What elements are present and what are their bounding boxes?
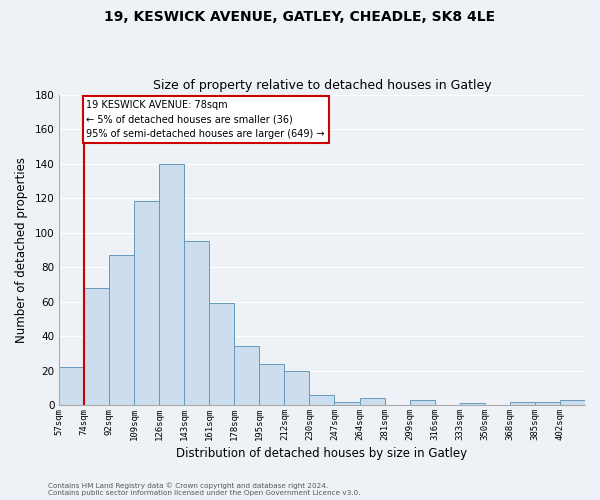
Bar: [359, 398, 385, 405]
Title: Size of property relative to detached houses in Gatley: Size of property relative to detached ho…: [152, 79, 491, 92]
X-axis label: Distribution of detached houses by size in Gatley: Distribution of detached houses by size …: [176, 447, 467, 460]
Bar: [510, 402, 535, 405]
Bar: [134, 202, 159, 405]
Bar: [410, 400, 434, 405]
Bar: [259, 364, 284, 405]
Bar: [535, 402, 560, 405]
Bar: [284, 370, 310, 405]
Text: 19 KESWICK AVENUE: 78sqm
← 5% of detached houses are smaller (36)
95% of semi-de: 19 KESWICK AVENUE: 78sqm ← 5% of detache…: [86, 100, 325, 140]
Bar: [560, 400, 585, 405]
Bar: [109, 255, 134, 405]
Y-axis label: Number of detached properties: Number of detached properties: [15, 157, 28, 343]
Text: 19, KESWICK AVENUE, GATLEY, CHEADLE, SK8 4LE: 19, KESWICK AVENUE, GATLEY, CHEADLE, SK8…: [104, 10, 496, 24]
Text: Contains HM Land Registry data © Crown copyright and database right 2024.: Contains HM Land Registry data © Crown c…: [48, 482, 328, 489]
Bar: [59, 367, 84, 405]
Bar: [84, 288, 109, 405]
Bar: [184, 241, 209, 405]
Bar: [460, 404, 485, 405]
Bar: [310, 394, 334, 405]
Bar: [234, 346, 259, 405]
Text: Contains public sector information licensed under the Open Government Licence v3: Contains public sector information licen…: [48, 490, 361, 496]
Bar: [159, 164, 184, 405]
Bar: [334, 402, 359, 405]
Bar: [209, 304, 234, 405]
